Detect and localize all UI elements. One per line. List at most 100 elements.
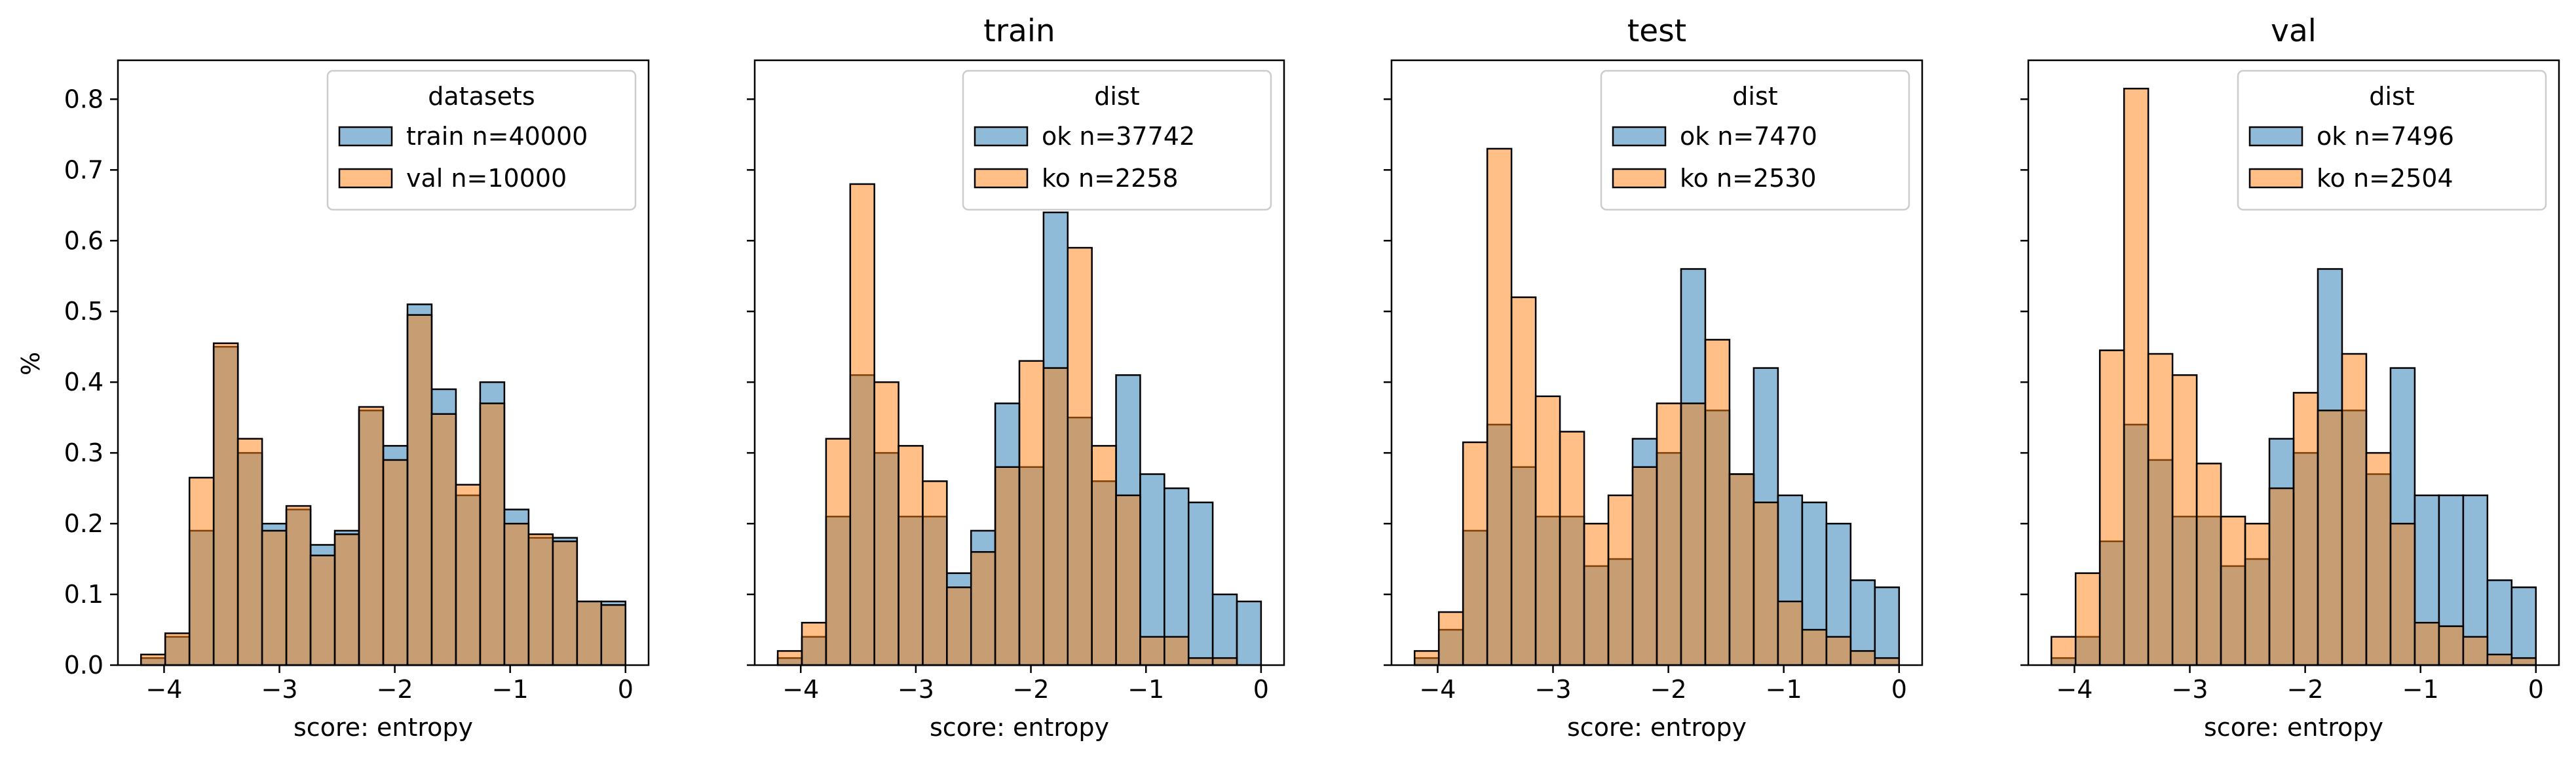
bar-b: [1486, 147, 1513, 666]
bar-b: [406, 314, 433, 666]
legend-entry: ok n=37742: [1042, 122, 1195, 151]
bar-b: [479, 402, 506, 666]
bar-b: [946, 586, 972, 666]
bar-b: [2147, 353, 2174, 666]
bar-b: [2195, 463, 2222, 666]
x-tick-label: 0: [1253, 675, 1269, 704]
bar-a: [1211, 593, 1238, 666]
y-tick-label: 0.0: [64, 651, 104, 680]
x-axis-label: score: entropy: [930, 713, 1109, 742]
bar-b: [2244, 522, 2271, 666]
bar-b: [2486, 653, 2513, 666]
legend-title: datasets: [428, 82, 535, 111]
bar-b: [2098, 349, 2125, 666]
legend-swatch-b: [1612, 168, 1667, 189]
bar-b: [309, 554, 336, 666]
bar-b: [503, 522, 530, 666]
bar-b: [2123, 87, 2150, 666]
y-tick-label: 0.4: [64, 368, 104, 396]
legend-box: [1600, 69, 1910, 211]
bar-b: [1091, 445, 1117, 666]
panel-title: test: [1627, 13, 1686, 49]
legend-swatch-b: [2248, 168, 2303, 189]
x-tick-label: −1: [1766, 675, 1802, 704]
x-axis-label: score: entropy: [294, 713, 473, 742]
bar-b: [1559, 431, 1585, 666]
x-tick-label: −2: [1650, 675, 1687, 704]
bar-a: [1874, 586, 1901, 666]
bar-b: [1849, 650, 1876, 666]
x-tick-label: 0: [2528, 675, 2544, 704]
bar-b: [2317, 410, 2343, 666]
legend-entry: train n=40000: [406, 122, 588, 151]
legend-swatch-a: [2248, 126, 2303, 147]
bar-b: [1018, 360, 1045, 666]
legend-swatch-a: [338, 126, 393, 147]
bar-b: [1462, 441, 1488, 666]
bar-b: [1631, 466, 1658, 666]
bar-a: [2486, 579, 2513, 666]
x-tick-label: −1: [2402, 675, 2439, 704]
bar-a: [1236, 600, 1262, 666]
x-axis-label: score: entropy: [1567, 713, 1747, 742]
bar-b: [1777, 600, 1804, 666]
bar-b: [237, 438, 263, 666]
x-tick-label: −4: [782, 675, 819, 704]
x-tick-label: 0: [618, 675, 634, 704]
bar-b: [801, 621, 827, 666]
bar-b: [1413, 650, 1440, 666]
bar-b: [1752, 501, 1779, 666]
legend-box: [326, 69, 637, 211]
bar-b: [1115, 494, 1141, 666]
y-tick-label: 0.5: [64, 297, 104, 326]
legend-swatch-a: [1612, 126, 1667, 147]
bar-b: [1042, 367, 1069, 666]
legend-swatch-a: [974, 126, 1029, 147]
x-tick-label: −4: [2056, 675, 2093, 704]
bar-b: [455, 484, 482, 666]
bar-b: [1607, 494, 1634, 666]
bar-b: [552, 540, 578, 666]
axes-frame: [117, 59, 650, 666]
bar-b: [2438, 625, 2465, 666]
x-tick-label: −3: [261, 675, 298, 704]
x-tick-label: −1: [492, 675, 529, 704]
x-tick-label: −2: [2287, 675, 2324, 704]
legend-entry: ok n=7470: [1680, 122, 1817, 151]
bar-b: [2074, 572, 2101, 666]
x-axis-label: score: entropy: [2204, 713, 2383, 742]
legend-box: [2237, 69, 2547, 211]
bar-b: [527, 533, 554, 666]
bars-group: [776, 183, 1262, 666]
bar-b: [776, 650, 803, 666]
bar-b: [2171, 374, 2198, 666]
bar-b: [1534, 395, 1561, 666]
bar-b: [1164, 636, 1190, 666]
y-tick-label: 0.1: [64, 580, 104, 609]
bar-a: [1187, 501, 1214, 666]
bar-b: [1680, 402, 1707, 666]
bar-b: [188, 476, 215, 666]
legend: dist ok n=37742 ko n=2258: [962, 69, 1272, 211]
bar-b: [2292, 392, 2319, 666]
x-tick-label: −3: [898, 675, 934, 704]
bar-b: [140, 653, 166, 666]
bar-b: [212, 342, 239, 666]
y-tick-label: 0.8: [64, 85, 104, 113]
bar-b: [2462, 636, 2489, 666]
legend-entry: ko n=2504: [2317, 164, 2453, 193]
bar-b: [2341, 353, 2368, 666]
bar-b: [873, 381, 900, 666]
histogram-panel-2: −4 −3 −2 −1 0 score: entropy test dist ok n=7470…: [1384, 13, 1923, 742]
bar-b: [430, 413, 457, 666]
y-tick-label: 0.6: [64, 226, 104, 255]
bar-b: [2389, 522, 2416, 666]
legend: dist ok n=7470 ko n=2530: [1600, 69, 1910, 211]
bar-b: [849, 183, 875, 666]
legend-entry: val n=10000: [406, 164, 567, 193]
legend-title: dist: [1094, 82, 1139, 111]
bar-b: [285, 505, 312, 666]
bar-b: [825, 438, 852, 666]
x-tick-label: −3: [2172, 675, 2208, 704]
